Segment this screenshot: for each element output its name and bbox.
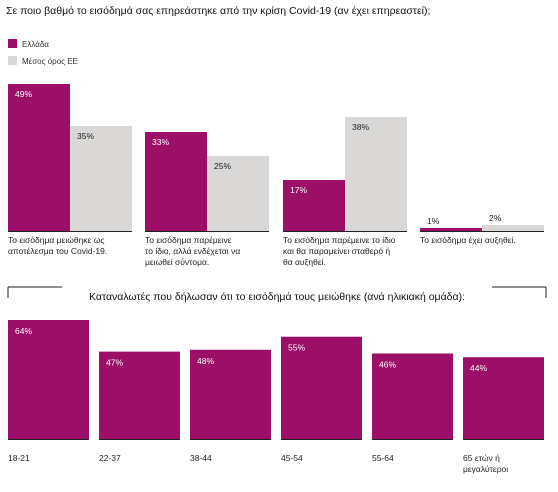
age-bar-5: [463, 357, 544, 439]
legend-label-eu: Μέσος όρος ΕΕ: [22, 57, 78, 66]
age-value-label-2: 48%: [197, 356, 214, 366]
value-label-eu-3: 2%: [489, 213, 502, 223]
age-category-label-3: 45-54: [281, 453, 303, 463]
legend: Ελλάδα Μέσος όρος ΕΕ: [8, 39, 78, 66]
age-value-label-0: 64%: [15, 326, 32, 336]
value-label-greece-0: 49%: [15, 89, 32, 99]
age-value-label-4: 46%: [379, 359, 396, 369]
age-bar-4: [372, 353, 453, 439]
bar-eu-2: [345, 117, 407, 231]
bottom-chart-title: Καταναλωτές που δήλωσαν ότι το εισόδημά …: [89, 291, 465, 303]
top-chart-title: Σε ποιο βαθμό το εισόδημά σας επηρεάστηκ…: [6, 5, 430, 17]
value-label-greece-3: 1%: [427, 216, 440, 226]
category-label-0: Το εισόδημα μειώθηκε ως αποτέλεσμα του Co…: [8, 235, 107, 256]
age-category-label-5: 65 ετών ή μεγαλύτεροι: [463, 453, 508, 474]
age-category-label-0: 18-21: [8, 453, 30, 463]
bar-greece-2: [283, 180, 345, 231]
bottom-chart-bars: 64% 47% 48% 55% 46% 44%: [8, 320, 544, 440]
age-bar-3: [281, 336, 362, 439]
bar-greece-1: [145, 132, 207, 231]
age-bar-1: [99, 351, 180, 439]
value-label-eu-1: 25%: [214, 161, 231, 171]
bar-greece-0: [8, 84, 70, 231]
value-label-eu-2: 38%: [352, 122, 369, 132]
category-label-3: Το εισόδημα έχει αυξηθεί.: [420, 235, 516, 245]
category-label-1: Το εισόδημα παρέμεινε το ίδιο, αλλά ενδέχ…: [145, 235, 240, 267]
age-value-label-5: 44%: [470, 363, 487, 373]
bar-eu-3: [482, 225, 544, 231]
bottom-chart-category-labels: 18-21 22-37 38-44 45-54 55-64 65 ετών ή μεγαλύ…: [8, 453, 508, 474]
age-category-label-2: 38-44: [190, 453, 212, 463]
bottom-chart-bracket: [7, 286, 547, 298]
top-chart-bars: 49% 35% 33% 25% 17% 38% 1% 2%: [8, 84, 544, 232]
age-bar-2: [190, 349, 271, 439]
legend-label-greece: Ελλάδα: [22, 40, 49, 49]
value-label-eu-0: 35%: [77, 131, 94, 141]
age-category-label-4: 55-64: [372, 453, 394, 463]
legend-swatch-greece: [8, 39, 17, 48]
legend-swatch-eu: [8, 56, 17, 65]
category-label-2: Το εισόδημα παρέμεινε το ίδιο και θα παρα…: [283, 235, 396, 267]
age-category-label-1: 22-37: [99, 453, 121, 463]
value-label-greece-1: 33%: [152, 137, 169, 147]
age-value-label-1: 47%: [106, 358, 123, 368]
age-value-label-3: 55%: [288, 343, 305, 353]
bar-eu-0: [70, 126, 132, 231]
top-chart-category-labels: Το εισόδημα μειώθηκε ως αποτέλεσμα του Co…: [8, 235, 516, 267]
age-bar-0: [8, 320, 89, 439]
bar-greece-3: [420, 228, 482, 231]
value-label-greece-2: 17%: [290, 185, 307, 195]
bar-eu-1: [207, 156, 269, 231]
